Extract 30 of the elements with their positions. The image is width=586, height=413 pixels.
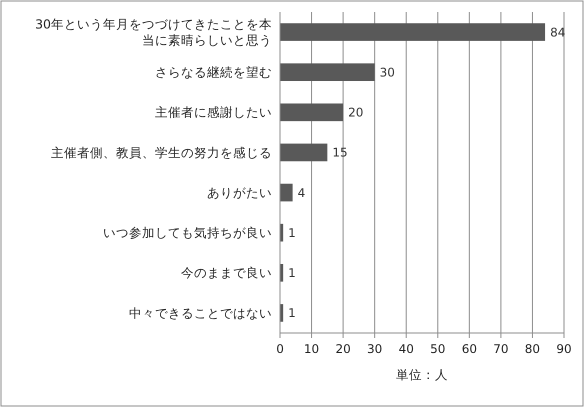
bar	[280, 184, 293, 202]
x-tick-label: 50	[430, 342, 446, 356]
y-tick-label: 主催者に感謝したい	[155, 104, 272, 120]
y-tick-label: いつ参加しても気持ちが良い	[103, 225, 272, 240]
bar	[280, 23, 546, 41]
y-tick-label: 主催者側、教員、学生の努力を感じる	[51, 144, 272, 160]
x-tick-label: 80	[524, 342, 540, 356]
x-tick-label: 40	[398, 342, 414, 356]
y-tick-label: ありがたい	[207, 184, 272, 200]
x-tick-label: 20	[335, 342, 351, 356]
bar	[280, 63, 375, 82]
x-tick-label: 30	[367, 342, 382, 356]
x-tick-label: 60	[462, 342, 477, 356]
y-tick-label: 中々できることではない	[129, 305, 272, 320]
data-label: 20	[348, 106, 364, 120]
data-label: 1	[288, 306, 296, 320]
bar	[280, 144, 328, 162]
x-tick-label: 0	[276, 342, 284, 356]
y-tick-label: 今のままで良い	[181, 265, 272, 280]
x-tick-label: 90	[556, 342, 572, 356]
data-label: 1	[288, 226, 296, 240]
data-label: 4	[298, 186, 306, 200]
data-label: 1	[288, 266, 296, 280]
x-tick-label: 70	[493, 342, 509, 356]
bar	[280, 103, 344, 122]
x-tick-label: 10	[304, 342, 320, 356]
x-axis-title: 単位：人	[396, 367, 448, 382]
data-label: 30	[380, 65, 395, 80]
y-tick-label: 30年という年月をつづけてきたことを本当に素晴らしいと思う	[35, 16, 272, 48]
y-tick-label: さらなる継続を望む	[155, 64, 272, 80]
